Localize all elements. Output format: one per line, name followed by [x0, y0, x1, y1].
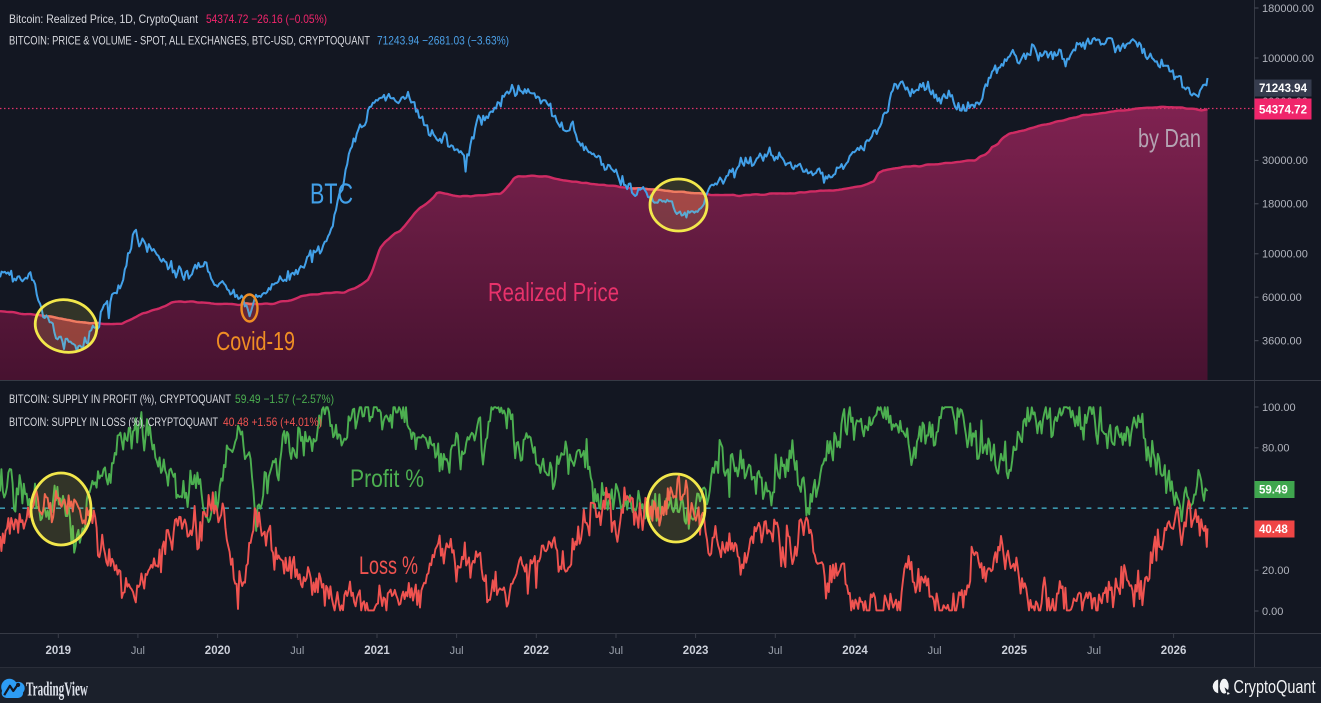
svg-text:Covid-19: Covid-19	[216, 326, 295, 356]
svg-text:Jul: Jul	[290, 645, 304, 657]
svg-text:71243.94: 71243.94	[1259, 83, 1308, 95]
svg-text:3600.00: 3600.00	[1262, 336, 1302, 348]
svg-text:CryptoQuant: CryptoQuant	[1234, 677, 1316, 697]
svg-text:Jul: Jul	[768, 645, 782, 657]
svg-text:180000.00: 180000.00	[1262, 3, 1314, 15]
svg-text:2022: 2022	[524, 645, 550, 657]
svg-text:20.00: 20.00	[1262, 565, 1290, 577]
svg-text:2020: 2020	[205, 645, 231, 657]
svg-text:2023: 2023	[683, 645, 709, 657]
svg-text:59.49 −1.57 (−2.57%): 59.49 −1.57 (−2.57%)	[235, 392, 334, 406]
svg-text:100.00: 100.00	[1262, 402, 1296, 414]
svg-text:BITCOIN: PRICE & VOLUME - SPOT: BITCOIN: PRICE & VOLUME - SPOT, ALL EXCH…	[9, 34, 371, 48]
svg-text:Profit %: Profit %	[350, 465, 424, 493]
svg-text:BITCOIN: SUPPLY IN PROFIT (%),: BITCOIN: SUPPLY IN PROFIT (%), CRYPTOQUA…	[9, 392, 232, 406]
svg-text:Jul: Jul	[609, 645, 623, 657]
svg-text:Loss %: Loss %	[359, 552, 418, 580]
svg-text:BITCOIN: SUPPLY IN LOSS (%), C: BITCOIN: SUPPLY IN LOSS (%), CRYPTOQUANT	[9, 415, 219, 429]
svg-text:BTC: BTC	[310, 179, 353, 211]
svg-text:Bitcoin: Realized Price, 1D, C: Bitcoin: Realized Price, 1D, CryptoQuant	[9, 12, 199, 26]
svg-text:by Dan: by Dan	[1138, 123, 1201, 153]
svg-text:6000.00: 6000.00	[1262, 292, 1302, 304]
svg-text:40.48 +1.56 (+4.01%): 40.48 +1.56 (+4.01%)	[223, 415, 322, 429]
svg-text:40.48: 40.48	[1259, 524, 1288, 536]
svg-text:30000.00: 30000.00	[1262, 155, 1308, 167]
svg-text:2025: 2025	[1002, 645, 1028, 657]
svg-text:59.49: 59.49	[1259, 485, 1288, 497]
svg-text:54374.72 −26.16 (−0.05%): 54374.72 −26.16 (−0.05%)	[206, 12, 327, 26]
svg-text:Jul: Jul	[928, 645, 942, 657]
svg-text:Jul: Jul	[131, 645, 145, 657]
svg-text:100000.00: 100000.00	[1262, 53, 1314, 65]
svg-text:2021: 2021	[364, 645, 390, 657]
svg-text:Jul: Jul	[450, 645, 464, 657]
svg-text:71243.94 −2681.03 (−3.63%): 71243.94 −2681.03 (−3.63%)	[377, 34, 509, 48]
svg-text:2019: 2019	[46, 645, 72, 657]
svg-text:0.00: 0.00	[1262, 606, 1283, 618]
svg-text:18000.00: 18000.00	[1262, 199, 1308, 211]
svg-text:54374.72: 54374.72	[1259, 105, 1307, 117]
svg-text:80.00: 80.00	[1262, 443, 1290, 455]
svg-text:2026: 2026	[1161, 645, 1187, 657]
svg-text:10000.00: 10000.00	[1262, 249, 1308, 261]
svg-text:TradingView: TradingView	[26, 679, 88, 701]
svg-text:Jul: Jul	[1087, 645, 1101, 657]
svg-text:2024: 2024	[842, 645, 868, 657]
svg-text:Realized Price: Realized Price	[488, 277, 619, 307]
